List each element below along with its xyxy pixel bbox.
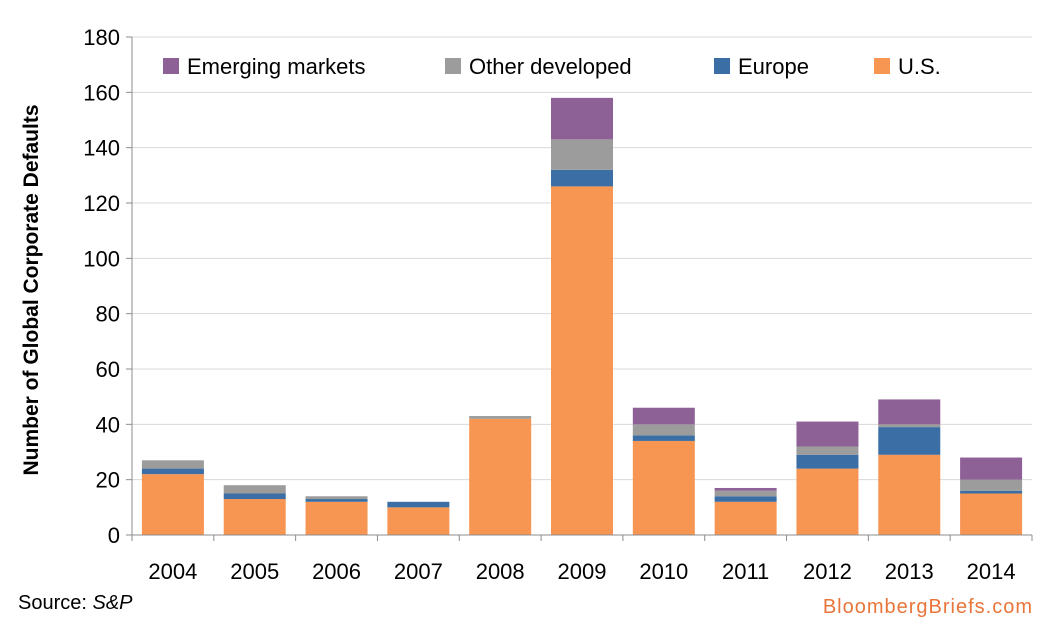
legend-swatch-emerging-markets	[163, 58, 179, 74]
bar-europe-2011	[714, 496, 777, 502]
axes	[126, 36, 1033, 541]
bar-europe-2010	[632, 435, 695, 441]
bar-u-s-2013	[878, 454, 941, 535]
bar-emerging-markets-2014	[960, 457, 1023, 480]
source-label: Source:	[18, 592, 93, 614]
y-tick-label-20: 20	[96, 468, 120, 493]
bar-europe-2006	[305, 499, 368, 502]
bar-u-s-2005	[223, 499, 286, 535]
bar-u-s-2011	[714, 501, 777, 535]
bar-europe-2013	[878, 427, 941, 455]
bar-u-s-2008	[469, 418, 532, 535]
bar-other-developed-2006	[305, 496, 368, 500]
bar-u-s-2009	[551, 186, 613, 535]
legend-item-emerging-markets: Emerging markets	[163, 54, 366, 79]
legend-swatch-other-developed	[445, 58, 461, 74]
x-tick-label-2007: 2007	[394, 559, 443, 584]
y-tick-label-180: 180	[83, 25, 120, 50]
y-tick-labels: 0 20 40 60 80 100 120 140 160 180	[83, 25, 120, 548]
x-tick-label-2011: 2011	[722, 559, 769, 584]
bar-other-developed-2010	[632, 424, 695, 436]
x-tick-label-2005: 2005	[230, 559, 279, 584]
bar-emerging-markets-2009	[551, 97, 613, 140]
bar-u-s-2012	[796, 468, 859, 535]
x-tick-label-2013: 2013	[885, 559, 934, 584]
source-note: Source: S&P	[18, 592, 133, 615]
legend-item-u-s: U.S.	[874, 54, 941, 79]
bar-other-developed-2008	[469, 416, 532, 419]
bar-other-developed-2011	[714, 490, 777, 497]
y-tick-label-100: 100	[83, 246, 120, 271]
legend-label-emerging-markets: Emerging markets	[187, 54, 366, 79]
legend-label-u-s: U.S.	[898, 54, 941, 79]
bar-europe-2005	[223, 493, 286, 500]
bar-europe-2007	[387, 501, 450, 508]
y-tick-label-60: 60	[96, 357, 120, 382]
y-tick-label-0: 0	[108, 523, 120, 548]
bar-other-developed-2004	[141, 460, 204, 469]
bar-u-s-2004	[141, 474, 204, 535]
bars	[141, 97, 1023, 535]
bar-other-developed-2013	[878, 424, 941, 428]
bar-other-developed-2009	[551, 139, 613, 170]
legend-label-europe: Europe	[738, 54, 809, 79]
bar-u-s-2007	[387, 507, 450, 535]
bar-other-developed-2014	[960, 479, 1023, 491]
y-tick-label-140: 140	[83, 136, 120, 161]
legend-item-europe: Europe	[714, 54, 809, 79]
y-tick-label-40: 40	[96, 412, 120, 437]
y-tick-label-120: 120	[83, 191, 120, 216]
y-tick-label-160: 160	[83, 80, 120, 105]
bar-other-developed-2005	[223, 485, 286, 494]
bar-europe-2012	[796, 454, 859, 469]
x-tick-labels: 2004 2005 2006 2007 2008 2009 2010 2011 2012 2013…	[148, 559, 1015, 584]
source-name: S&P	[92, 592, 133, 614]
legend: Emerging markets Other developed Europe U.S…	[163, 54, 941, 79]
brand-watermark: BloombergBriefs.com	[822, 596, 1033, 618]
bar-other-developed-2012	[796, 446, 859, 455]
y-axis-label: Number of Global Corporate Defaults	[20, 104, 43, 475]
bar-u-s-2010	[632, 440, 695, 535]
legend-swatch-europe	[714, 58, 730, 74]
x-tick-label-2014: 2014	[967, 559, 1016, 584]
bar-u-s-2014	[960, 493, 1023, 535]
bar-europe-2004	[141, 468, 204, 475]
legend-swatch-u-s	[874, 58, 890, 74]
bar-emerging-markets-2011	[714, 487, 777, 491]
bar-emerging-markets-2013	[878, 399, 941, 425]
x-tick-label-2006: 2006	[312, 559, 361, 584]
bar-europe-2014	[960, 490, 1023, 494]
y-tick-label-80: 80	[96, 302, 120, 327]
bar-u-s-2006	[305, 501, 368, 535]
x-tick-label-2008: 2008	[476, 559, 525, 584]
bar-emerging-markets-2012	[796, 421, 859, 447]
x-tick-label-2004: 2004	[148, 559, 197, 584]
bar-emerging-markets-2010	[632, 407, 695, 425]
legend-item-other-developed: Other developed	[445, 54, 632, 79]
bar-europe-2009	[551, 169, 613, 187]
x-tick-label-2012: 2012	[803, 559, 852, 584]
x-tick-label-2010: 2010	[639, 559, 688, 584]
legend-label-other-developed: Other developed	[469, 54, 632, 79]
x-tick-label-2009: 2009	[558, 559, 607, 584]
